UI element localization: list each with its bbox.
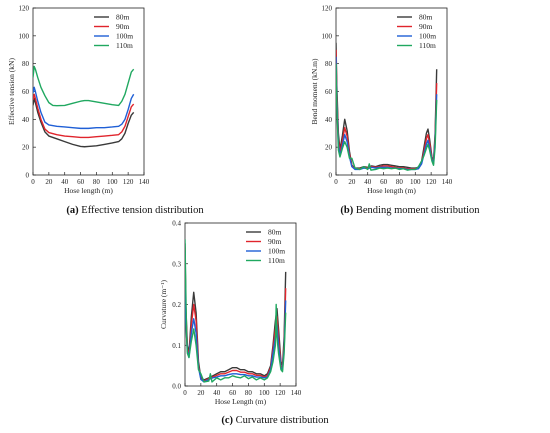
- legend-label-110m: 110m: [268, 256, 285, 265]
- legend-label-90m: 90m: [268, 237, 282, 246]
- caption-label: (a): [66, 205, 79, 216]
- y-tick-label: 0.0: [172, 383, 181, 391]
- y-tick-label: 40: [22, 116, 30, 124]
- legend-label-110m: 110m: [419, 41, 436, 50]
- y-tick-label: 60: [325, 88, 333, 96]
- y-tick-label: 80: [22, 60, 30, 68]
- x-tick-label: 20: [348, 178, 356, 186]
- series-line-90m: [33, 93, 135, 139]
- series-line-110m: [185, 239, 287, 383]
- chart-1: 0 20 40 60 80 100 120 140 0 20 40 60 80 100 120 Hose le…: [310, 5, 480, 217]
- x-tick-label: 140: [291, 389, 302, 397]
- y-tick-label: 0: [329, 172, 333, 180]
- caption: (a) Effective tension distribution: [66, 205, 204, 216]
- caption: (c) Curvature distribution: [221, 415, 329, 426]
- caption-text: Effective tension distribution: [79, 205, 205, 216]
- x-tick-label: 60: [380, 178, 388, 186]
- x-tick-label: 0: [183, 389, 187, 397]
- x-tick-label: 20: [45, 178, 53, 186]
- y-tick-label: 100: [19, 32, 30, 40]
- x-tick-label: 40: [61, 178, 69, 186]
- x-axis-label: Hose Length (m): [215, 397, 267, 406]
- chart-0: 0 20 40 60 80 100 120 140 0 20 40 60 80 100 120 Hose le…: [7, 5, 204, 217]
- x-tick-label: 120: [426, 178, 437, 186]
- y-tick-label: 40: [325, 116, 333, 124]
- series-line-110m: [33, 65, 135, 107]
- legend-label-90m: 90m: [116, 22, 130, 31]
- x-tick-label: 40: [364, 178, 372, 186]
- caption: (b) Bending moment distribution: [340, 205, 480, 216]
- x-tick-label: 20: [197, 389, 205, 397]
- caption-label: (b): [340, 205, 353, 216]
- x-tick-label: 100: [107, 178, 118, 186]
- x-tick-label: 100: [410, 178, 421, 186]
- y-tick-label: 120: [19, 5, 30, 13]
- series-line-100m: [336, 56, 438, 171]
- y-tick-label: 80: [325, 60, 333, 68]
- chart-2: 0 20 40 60 80 100 120 140 0.0 0.1 0.2 0.3 0.4 Hose Le…: [159, 220, 329, 427]
- x-tick-label: 120: [275, 389, 286, 397]
- y-axis-label: Bend moment (kN.m): [310, 58, 319, 125]
- y-tick-label: 60: [22, 88, 30, 96]
- y-tick-label: 0.1: [172, 342, 181, 350]
- x-tick-label: 0: [31, 178, 35, 186]
- legend-label-100m: 100m: [116, 32, 133, 41]
- series-line-100m: [33, 86, 135, 130]
- series-line-80m: [33, 97, 135, 148]
- x-tick-label: 80: [245, 389, 253, 397]
- caption-label: (c): [221, 415, 233, 426]
- y-axis-label: Curvature (m⁻¹): [159, 280, 168, 329]
- x-tick-label: 80: [93, 178, 101, 186]
- x-tick-label: 80: [396, 178, 404, 186]
- x-tick-label: 60: [229, 389, 237, 397]
- legend-label-100m: 100m: [268, 247, 285, 256]
- x-tick-label: 0: [334, 178, 338, 186]
- series-line-110m: [336, 63, 438, 171]
- x-axis-label: Hose length (m): [64, 186, 113, 195]
- legend-label-100m: 100m: [419, 32, 436, 41]
- y-tick-label: 20: [325, 144, 333, 152]
- legend-label-80m: 80m: [268, 228, 282, 237]
- x-tick-label: 60: [77, 178, 85, 186]
- series-line-90m: [336, 49, 438, 170]
- caption-text: Curvature distribution: [233, 415, 329, 426]
- y-tick-label: 0.3: [172, 260, 181, 268]
- y-tick-label: 20: [22, 144, 30, 152]
- x-tick-label: 140: [139, 178, 150, 186]
- x-tick-label: 100: [259, 389, 270, 397]
- y-tick-label: 0.2: [172, 301, 181, 309]
- y-axis-label: Effective tension (kN): [7, 58, 16, 125]
- x-axis-label: Hose length (m): [367, 186, 416, 195]
- y-tick-label: 0: [26, 172, 30, 180]
- legend-label-80m: 80m: [419, 13, 433, 22]
- caption-text: Bending moment distribution: [353, 205, 480, 216]
- legend-label-80m: 80m: [116, 13, 130, 22]
- x-tick-label: 40: [213, 389, 221, 397]
- x-tick-label: 120: [123, 178, 134, 186]
- legend-label-110m: 110m: [116, 41, 133, 50]
- x-tick-label: 140: [442, 178, 453, 186]
- legend-label-90m: 90m: [419, 22, 433, 31]
- y-tick-label: 0.4: [172, 220, 181, 228]
- series-line-80m: [336, 42, 438, 169]
- y-tick-label: 100: [322, 32, 333, 40]
- y-tick-label: 120: [322, 5, 333, 13]
